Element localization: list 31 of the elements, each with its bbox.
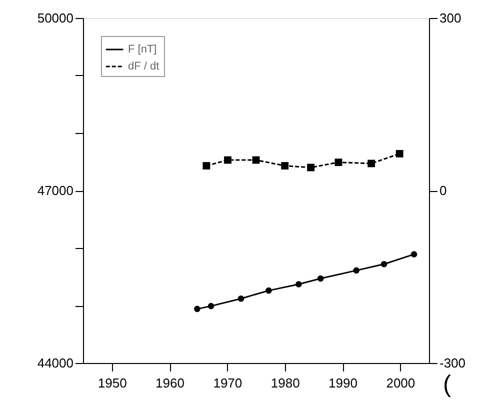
point	[396, 150, 404, 158]
x-tick-label: 1990	[328, 376, 358, 390]
y2-tick-label: 300	[440, 10, 462, 26]
x-tick-label: 1950	[98, 376, 127, 390]
x-tick-label: 1980	[270, 376, 300, 390]
point	[194, 306, 200, 312]
y-tick-label: 44000	[37, 356, 74, 370]
point	[296, 281, 302, 288]
legend-label: F [nT]	[128, 44, 157, 56]
point	[410, 251, 418, 258]
point	[224, 156, 232, 164]
y-tick-label: 47000	[37, 183, 74, 198]
point	[307, 164, 314, 172]
point	[317, 275, 324, 282]
y2-tick-label: 0	[440, 183, 447, 198]
x-tick-label: 1960	[156, 376, 184, 390]
point	[334, 158, 342, 166]
point	[281, 162, 289, 170]
x-tick-label: 2000	[386, 376, 416, 390]
point	[380, 260, 388, 268]
point	[353, 267, 360, 274]
x-tick-label: 1970	[213, 376, 242, 390]
point	[208, 302, 214, 310]
y-tick-label: 50000	[37, 10, 74, 26]
legend-label: dF / dt	[128, 60, 160, 72]
text: (	[443, 371, 451, 398]
point	[266, 287, 272, 294]
point	[202, 162, 210, 170]
point	[238, 295, 244, 302]
y2-tick-label: -300	[440, 356, 466, 370]
point	[368, 160, 376, 168]
